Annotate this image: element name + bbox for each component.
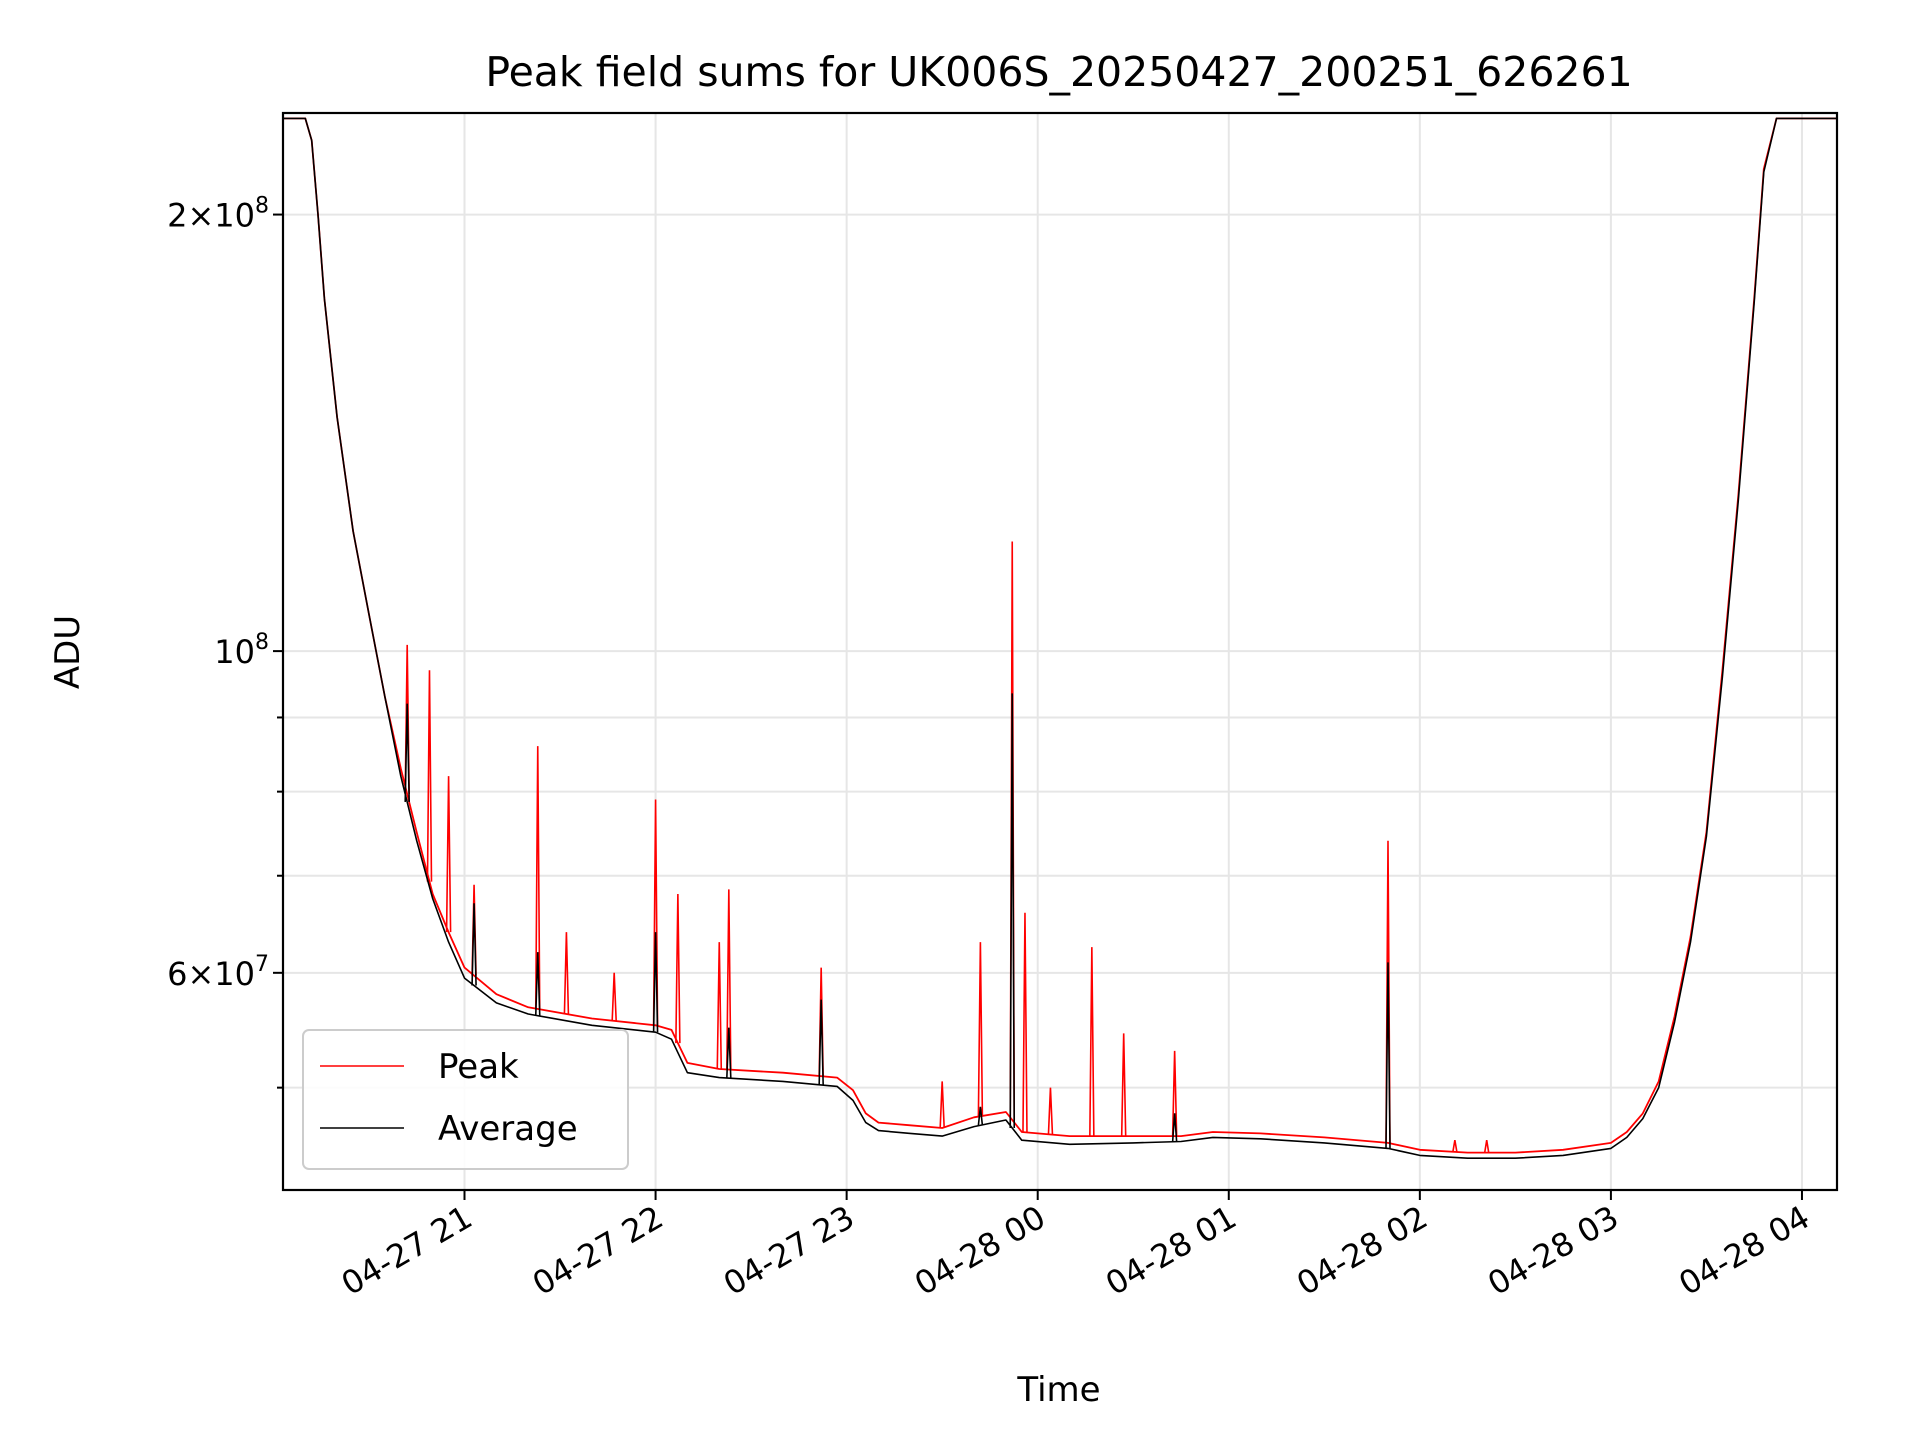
series-peak-spike [1171, 1050, 1178, 1137]
series-peak-spike [652, 799, 659, 1026]
series-peak-spike [611, 972, 617, 1021]
series-average-spike [977, 1106, 984, 1126]
series-peak-spike [675, 893, 681, 1044]
y-tick-label: 6×107 [167, 952, 269, 993]
series-average-line [283, 117, 1837, 1159]
series-peak-spike [1089, 947, 1095, 1137]
y-axis: 2×108 108 6×107 [167, 194, 283, 1089]
series-peak-spike [1452, 1140, 1458, 1152]
series-peak-spike [1047, 1087, 1054, 1135]
series-peak-spike [1022, 912, 1028, 1133]
legend-label-peak: Peak [438, 1047, 519, 1087]
series-peak-spike [426, 670, 433, 882]
series-average-spike [818, 999, 824, 1085]
series-peak-spike [716, 942, 723, 1070]
legend-label-average: Average [438, 1109, 578, 1149]
series-peak-spike [939, 1081, 945, 1128]
series-average-spike [1385, 962, 1391, 1149]
x-axis-label: Time [1016, 1370, 1100, 1410]
series-peak-spike [977, 942, 984, 1117]
series-average-spike [404, 703, 410, 802]
y-tick-label: 2×108 [167, 194, 269, 235]
series-average-spike [1171, 1113, 1178, 1142]
grid [283, 113, 1837, 1190]
series-peak-spike [445, 776, 452, 933]
series-average-spike [471, 903, 477, 986]
series-layer [283, 117, 1837, 1159]
series-average-spike [534, 952, 541, 1016]
series-average-spike [726, 1027, 732, 1079]
chart-title: Peak field sums for UK006S_20250427_2002… [485, 48, 1632, 96]
legend-box [302, 1029, 629, 1170]
series-average-spike [1009, 693, 1016, 1129]
legend: Peak Average [302, 1029, 629, 1170]
series-peak-spike [726, 889, 732, 1070]
y-tick-label: 108 [214, 630, 269, 671]
series-peak-line [283, 117, 1837, 1154]
series-peak-spike [534, 746, 541, 1010]
y-axis-label: ADU [48, 615, 88, 689]
series-peak-spike [1483, 1140, 1490, 1153]
series-average-spike [652, 932, 659, 1033]
series-peak-spike [1120, 1033, 1127, 1137]
series-peak-spike [563, 932, 570, 1015]
